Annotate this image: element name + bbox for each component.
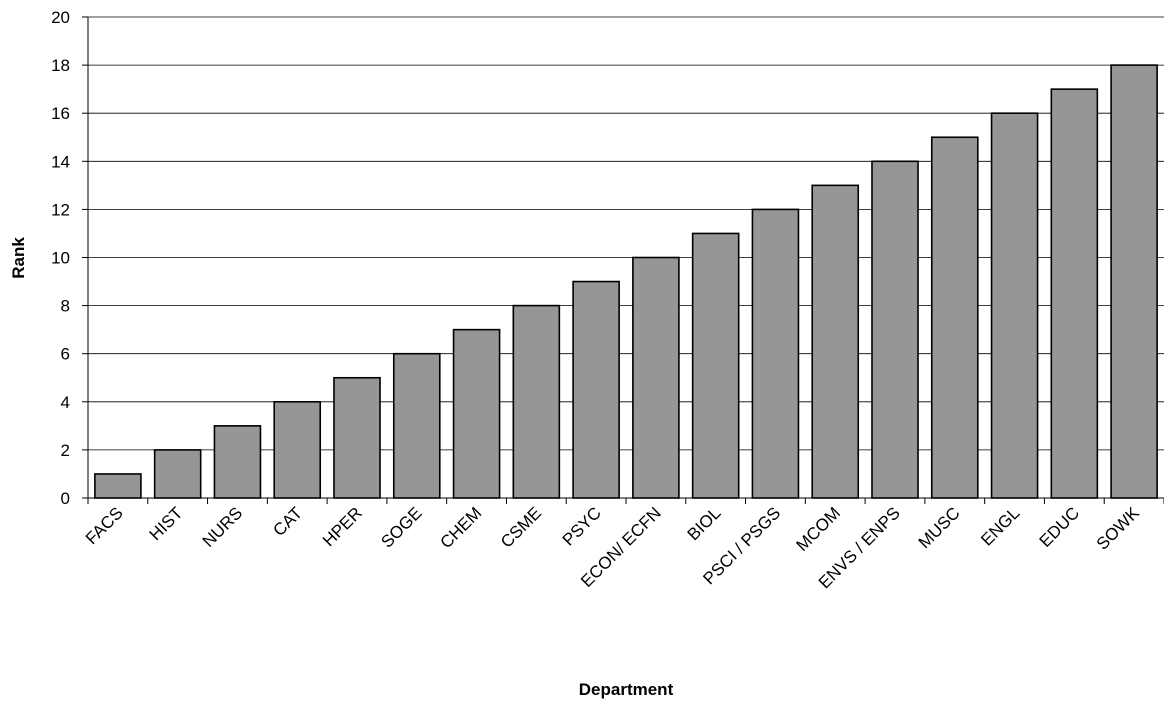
x-tick-label: SOGE — [377, 503, 425, 551]
bar — [632, 256, 680, 499]
x-tick-label: PSYC — [559, 503, 605, 549]
x-tick-label: HPER — [319, 503, 366, 550]
x-tick-label: CHEM — [437, 503, 486, 552]
y-tick-label: 10 — [51, 249, 70, 268]
bar — [930, 136, 979, 499]
y-tick-label: 6 — [61, 345, 70, 364]
x-tick-label: EDUC — [1036, 503, 1083, 550]
y-tick-label: 20 — [51, 8, 70, 27]
y-tick-label: 4 — [61, 393, 70, 412]
bar — [1110, 64, 1158, 499]
bar — [392, 352, 441, 499]
y-tick-label: 18 — [51, 56, 70, 75]
bar — [990, 112, 1039, 499]
x-tick-label: MUSC — [915, 503, 964, 552]
bar — [333, 376, 381, 499]
bar — [751, 208, 800, 499]
x-axis-title: Department — [579, 680, 674, 699]
y-tick-label: 8 — [61, 297, 70, 316]
bars — [94, 64, 1158, 499]
bar — [1050, 88, 1099, 499]
bar — [691, 232, 740, 499]
y-tick-label: 14 — [51, 152, 70, 171]
bar — [512, 304, 561, 499]
bar — [273, 400, 322, 499]
x-tick-label: NURS — [199, 503, 246, 550]
y-axis-title: Rank — [9, 237, 28, 279]
y-tick-label: 0 — [61, 489, 70, 508]
x-tick-label: SOWK — [1093, 503, 1144, 554]
bar — [213, 425, 262, 499]
x-tick-label: CAT — [269, 503, 306, 540]
x-tick-label: HIST — [146, 503, 187, 544]
axes — [82, 16, 1164, 504]
bar — [572, 280, 620, 499]
x-tick-label: BIOL — [684, 503, 725, 544]
y-tick-label: 16 — [51, 104, 70, 123]
bar — [94, 473, 142, 499]
x-tick-label: CSME — [497, 503, 545, 551]
bar — [452, 328, 501, 499]
x-tick-label: ENGL — [977, 503, 1023, 549]
x-tick-label: FACS — [82, 503, 127, 548]
y-tick-labels: 0 2 4 6 8 10 12 14 16 18 20 — [51, 8, 70, 508]
x-tick-label: MCOM — [793, 503, 844, 554]
y-tick-label: 2 — [61, 441, 70, 460]
bar — [871, 160, 919, 499]
gridlines — [88, 16, 1164, 451]
bar — [153, 449, 202, 499]
y-tick-label: 12 — [51, 200, 70, 219]
bar — [811, 184, 860, 499]
x-tick-labels: FACS HIST NURS CAT HPER SOGE CHEM CSME PSYCECON/… — [82, 503, 1144, 592]
